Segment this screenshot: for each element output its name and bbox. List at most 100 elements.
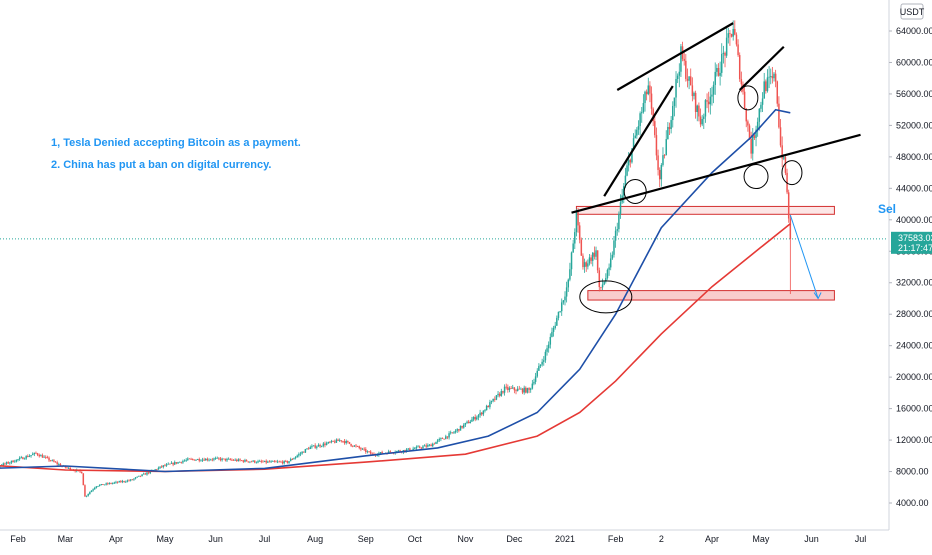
candle xyxy=(467,419,470,424)
candle xyxy=(471,416,473,422)
candle xyxy=(316,445,318,450)
candle xyxy=(200,459,202,462)
candle-body xyxy=(121,481,124,483)
candle-body xyxy=(276,461,279,463)
candle xyxy=(577,208,579,233)
candle xyxy=(578,222,581,244)
candle-body xyxy=(760,104,762,109)
candle-body xyxy=(178,461,181,463)
candle-body xyxy=(175,462,178,464)
candle-body xyxy=(644,91,646,104)
candle xyxy=(221,457,223,462)
current-price-value: 37583.03 xyxy=(898,233,932,243)
candle xyxy=(31,452,34,456)
candle xyxy=(25,455,27,460)
candle xyxy=(765,79,767,94)
trend-line xyxy=(571,133,861,214)
candle xyxy=(477,413,480,421)
candle-body xyxy=(351,445,354,447)
candle-body xyxy=(363,448,365,450)
candle-body xyxy=(182,461,184,463)
candle-body xyxy=(490,400,493,403)
candle-body xyxy=(216,457,218,459)
candle xyxy=(776,80,779,107)
candle-body xyxy=(250,461,253,463)
candle xyxy=(658,167,661,188)
candle-body xyxy=(414,448,416,450)
candle-body xyxy=(107,483,109,485)
candle xyxy=(338,438,341,442)
candle xyxy=(93,486,96,490)
candle xyxy=(43,455,45,458)
candle xyxy=(595,246,597,260)
candle xyxy=(619,194,622,219)
candle xyxy=(156,468,158,471)
candle xyxy=(781,136,783,167)
candle xyxy=(609,252,612,271)
candle-body xyxy=(773,73,775,79)
candle-body xyxy=(637,126,640,130)
candle xyxy=(118,480,120,483)
candle-body xyxy=(458,429,460,431)
candle-body xyxy=(301,451,303,454)
candle-body xyxy=(650,93,653,109)
candle-body xyxy=(769,76,772,77)
candle xyxy=(727,27,730,44)
candle-body xyxy=(45,456,47,458)
candle-body xyxy=(128,480,130,482)
y-tick-label: 4000.00 xyxy=(896,498,929,508)
candle-body xyxy=(778,103,780,128)
candle-body xyxy=(405,449,408,452)
candle xyxy=(133,478,135,481)
candle xyxy=(640,107,643,123)
candle xyxy=(258,459,261,462)
candle-body xyxy=(575,211,578,233)
candle xyxy=(351,445,354,448)
candle-body xyxy=(578,225,581,240)
candle-body xyxy=(329,441,331,443)
candle-body xyxy=(704,100,707,117)
candle xyxy=(30,455,32,458)
candle-body xyxy=(188,458,191,460)
candle-body xyxy=(196,459,199,460)
candle-body xyxy=(54,461,57,463)
x-tick-label: Jul xyxy=(855,534,867,544)
candle xyxy=(461,425,463,429)
candle-body xyxy=(409,448,411,451)
candle-body xyxy=(562,300,565,303)
candle xyxy=(319,443,321,449)
highlight-circle xyxy=(623,178,647,204)
candle-body xyxy=(262,461,264,463)
candle-body xyxy=(525,387,527,393)
candle-body xyxy=(294,457,297,459)
candle xyxy=(756,117,759,137)
candle xyxy=(82,473,85,486)
candle-body xyxy=(627,159,630,166)
candle-body xyxy=(484,410,486,412)
candle-body xyxy=(474,416,476,420)
candle-body xyxy=(608,267,610,270)
candle xyxy=(252,460,254,463)
candle-body xyxy=(640,112,643,114)
candle xyxy=(27,454,29,458)
candle-body xyxy=(288,461,290,463)
highlight-circle xyxy=(579,280,633,314)
candle xyxy=(787,189,790,223)
candle-body xyxy=(157,467,160,470)
candle-body xyxy=(334,441,336,443)
candle xyxy=(219,457,222,462)
candle-body xyxy=(564,296,566,301)
candle xyxy=(412,446,414,451)
candle xyxy=(556,315,558,326)
candle xyxy=(443,438,445,440)
x-tick-label: Dec xyxy=(506,534,523,544)
candle xyxy=(686,68,689,88)
candle-body xyxy=(466,421,468,423)
candle xyxy=(551,327,553,338)
candle-body xyxy=(433,443,436,445)
candle-body xyxy=(335,439,338,443)
candle xyxy=(20,455,23,459)
x-tick-label: Jun xyxy=(804,534,819,544)
